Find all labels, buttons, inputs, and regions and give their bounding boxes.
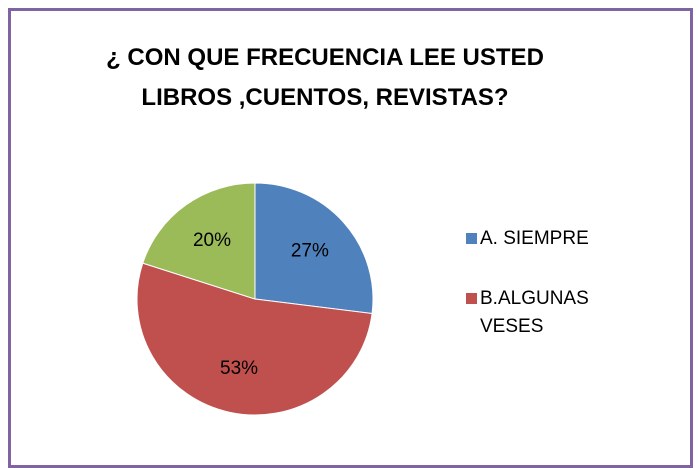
chart: 27% 53% 20% [136,182,374,416]
page: ¿ CON QUE FRECUENCIA LEE USTED LIBROS ,C… [8,8,693,468]
chart-title: ¿ CON QUE FRECUENCIA LEE USTED LIBROS ,C… [106,44,544,111]
legend-item: B.ALGUNAS VESES [466,285,606,341]
data-label: 53% [220,358,258,379]
pie-slice [142,182,256,300]
data-label: 27% [291,240,329,261]
legend-swatch [466,233,477,244]
data-label: 20% [193,230,231,251]
pie-slice [254,182,374,315]
legend-item: A. SIEMPRE [466,225,606,253]
pie-slice [136,262,373,416]
legend-label: A. SIEMPRE [480,228,589,249]
legend-swatch [466,293,477,304]
legend-label: B.ALGUNAS VESES [480,288,589,337]
